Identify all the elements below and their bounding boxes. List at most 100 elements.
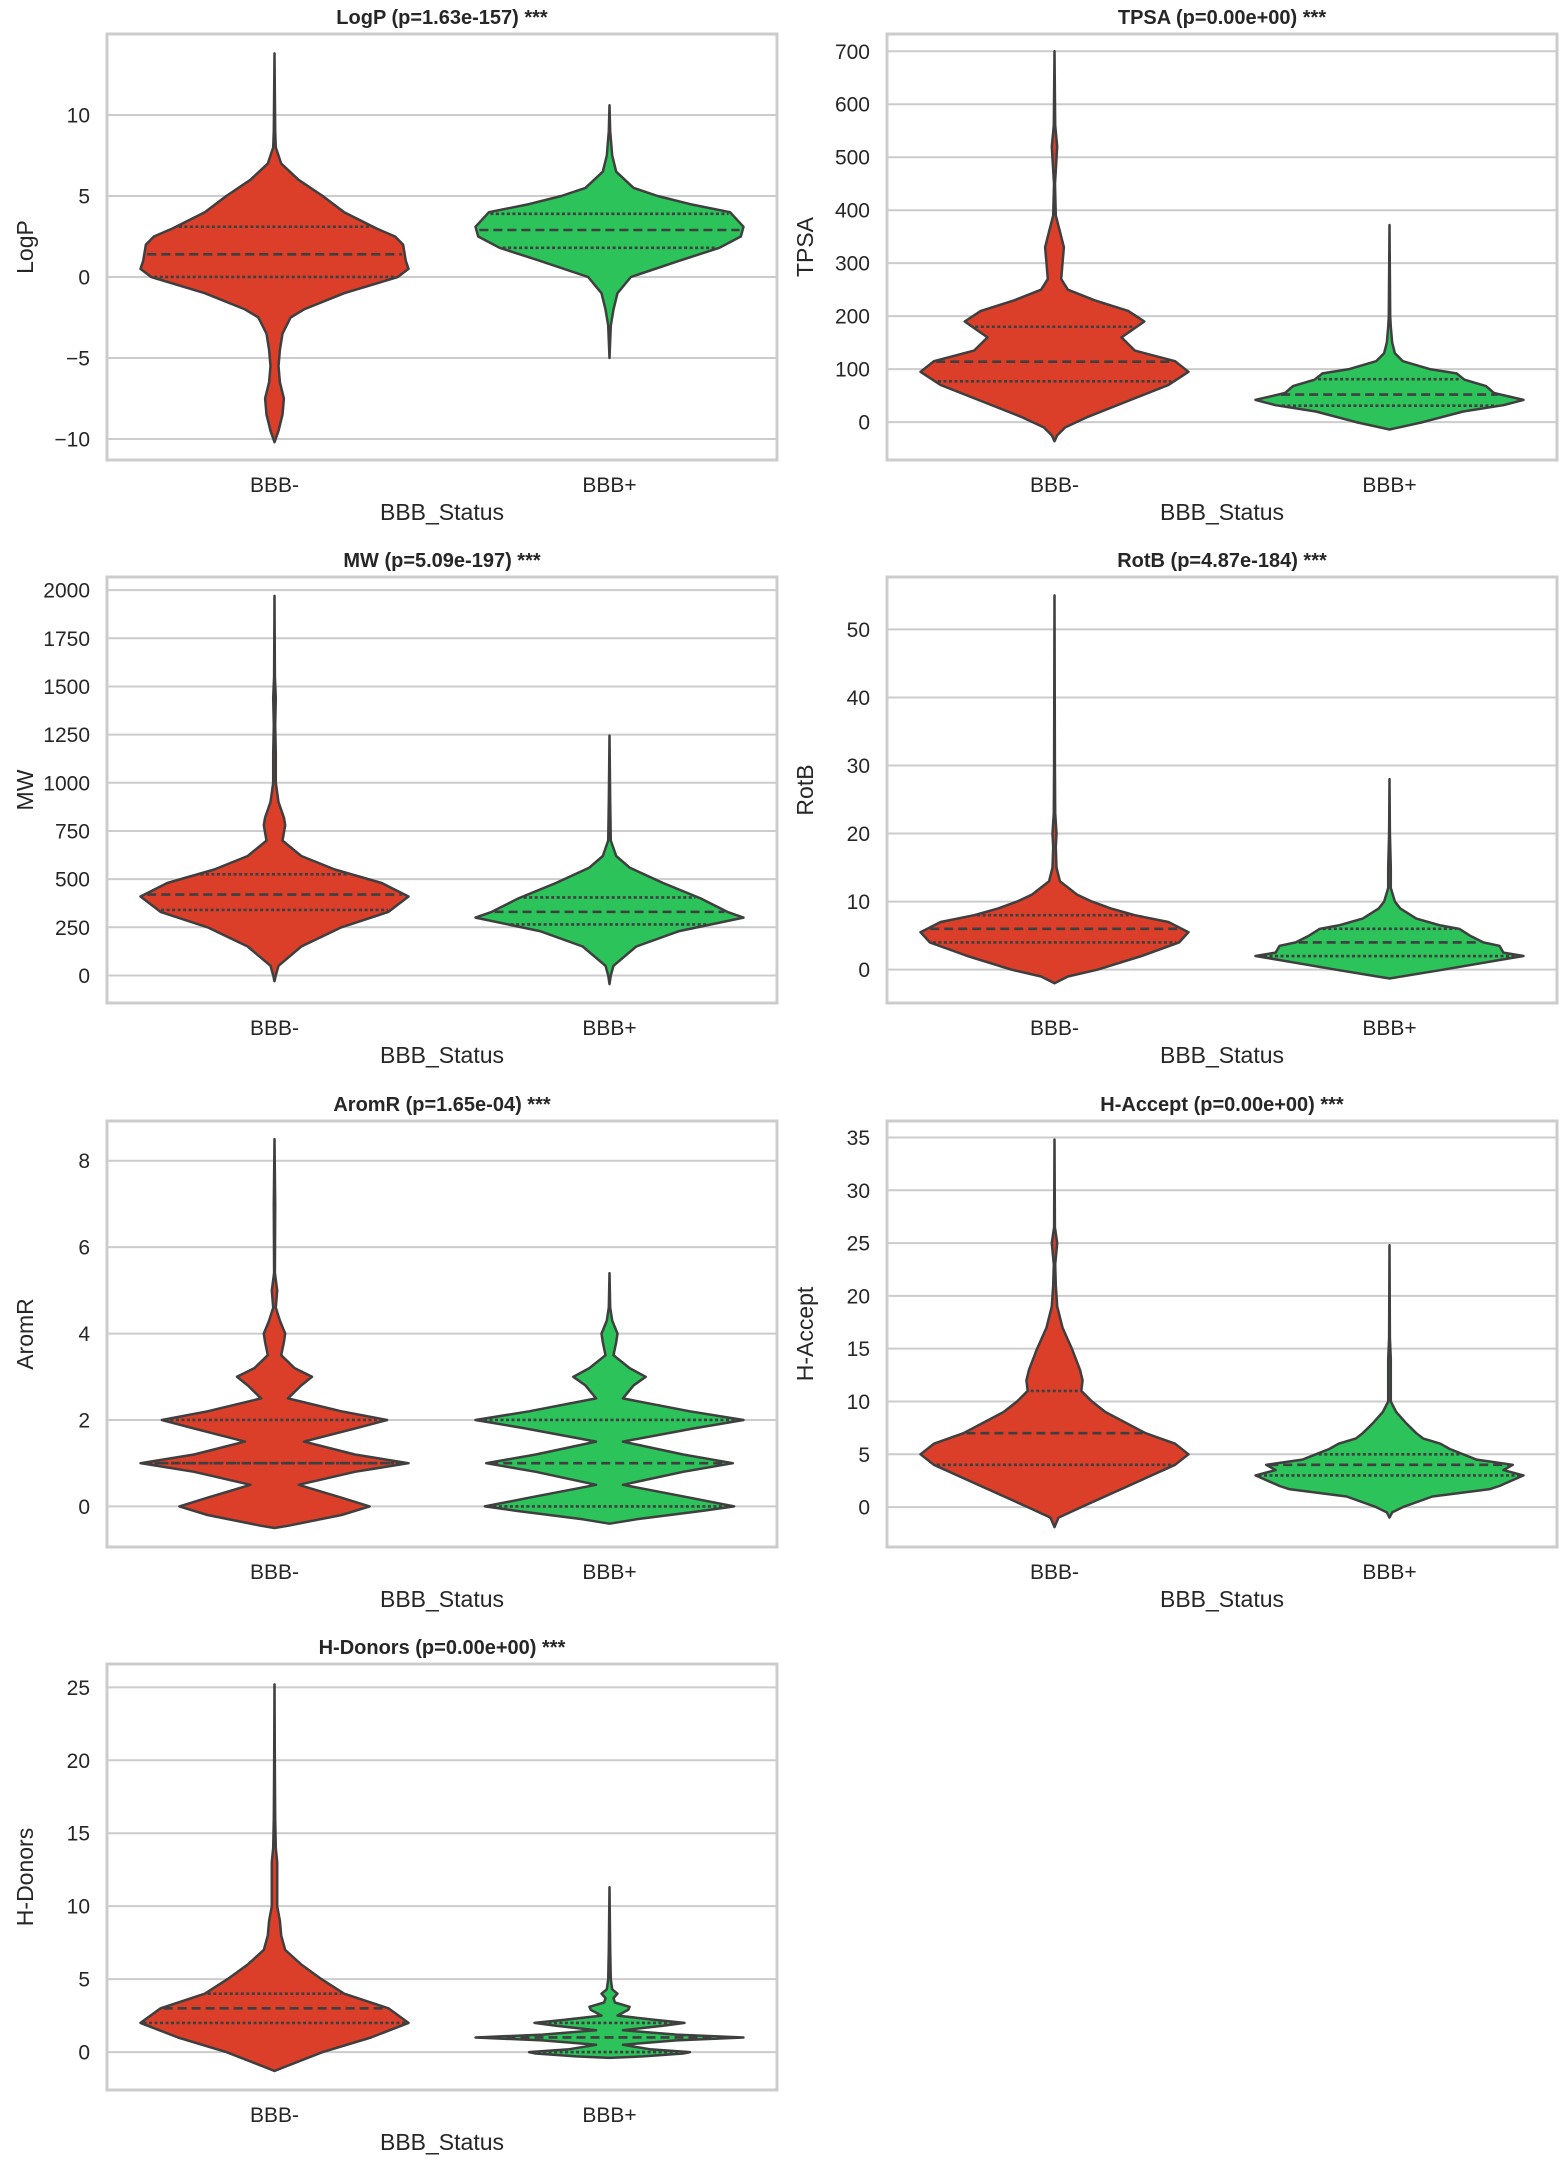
x-tick-label: BBB- [1030, 1017, 1079, 1040]
subplot-logp: LogP (p=1.63e-157) *** −10 −5 0 5 10 BBB- BBB+ B… [12, 7, 779, 525]
y-axis-label: LogP [12, 220, 38, 274]
y-tick-label: 250 [55, 917, 90, 940]
x-tick-label: BBB- [250, 1017, 299, 1040]
violin-bbb-negative [139, 1137, 410, 1530]
y-tick-label: 500 [835, 147, 870, 170]
violin-bbb-negative [139, 594, 410, 983]
axes-frame [105, 1119, 779, 1549]
y-tick-label: 100 [835, 359, 870, 382]
axes-frame [885, 575, 1559, 1005]
violin-bbb-negative [919, 50, 1190, 443]
y-tick-label: 30 [847, 755, 870, 778]
x-tick-label: BBB+ [582, 474, 636, 497]
x-tick-label: BBB- [250, 1561, 299, 1584]
subplot-title: MW (p=5.09e-197) *** [343, 550, 541, 572]
y-tick-label: 1000 [43, 772, 90, 795]
violin-bbb-positive [474, 734, 745, 986]
subplot-tpsa: TPSA (p=0.00e+00) *** 0 100 200 300 400 500 600… [792, 7, 1559, 525]
x-axis-label: BBB_Status [1160, 1586, 1284, 1612]
x-axis-label: BBB_Status [1160, 1042, 1284, 1068]
y-tick-label: 0 [78, 266, 90, 289]
y-tick-label: 20 [847, 1285, 870, 1308]
axes-frame [885, 32, 1559, 462]
y-axis-label: RotB [792, 764, 818, 815]
y-tick-label: 700 [835, 41, 870, 64]
y-tick-label: 0 [78, 965, 90, 988]
x-tick-label: BBB- [1030, 474, 1079, 497]
axes-frame [105, 575, 779, 1005]
x-axis-label: BBB_Status [380, 1586, 504, 1612]
y-tick-label: −5 [66, 347, 90, 370]
y-tick-label: 20 [67, 1750, 90, 1773]
x-axis-label: BBB_Status [380, 1042, 504, 1068]
violin-bbb-positive [1254, 223, 1525, 431]
y-tick-label: 35 [847, 1127, 870, 1150]
y-tick-label: 2 [78, 1409, 90, 1432]
violin-bbb-positive [474, 1885, 745, 2060]
y-axis-label: H-Accept [792, 1286, 818, 1381]
y-tick-label: 750 [55, 820, 90, 843]
x-tick-label: BBB+ [582, 1561, 636, 1584]
axes-frame [885, 1119, 1559, 1549]
y-tick-label: 5 [858, 1444, 870, 1467]
subplot-title: RotB (p=4.87e-184) *** [1117, 550, 1327, 572]
y-tick-label: 300 [835, 253, 870, 276]
subplot-title: LogP (p=1.63e-157) *** [336, 7, 548, 29]
violin-bbb-positive [474, 104, 745, 360]
violin-bbb-positive [1254, 777, 1525, 980]
x-axis-label: BBB_Status [1160, 499, 1284, 525]
subplot-aromr: AromR (p=1.65e-04) *** 0 2 4 6 8 BBB- BBB+ BBB_S… [12, 1094, 779, 1612]
y-tick-label: 0 [78, 2042, 90, 2065]
y-tick-label: −10 [54, 428, 90, 451]
y-tick-label: 8 [78, 1150, 90, 1173]
axes-frame [105, 32, 779, 462]
y-tick-label: 1750 [43, 628, 90, 651]
y-tick-label: 500 [55, 869, 90, 892]
y-tick-label: 10 [847, 891, 870, 914]
y-tick-label: 1250 [43, 724, 90, 747]
violin-bbb-negative [139, 1683, 410, 2073]
subplot-title: AromR (p=1.65e-04) *** [333, 1094, 551, 1116]
violin-bbb-positive [474, 1271, 745, 1525]
x-tick-label: BBB+ [582, 1017, 636, 1040]
subplot-mw: MW (p=5.09e-197) *** 0 250 500 750 1000 1250 15… [12, 550, 779, 1068]
x-tick-label: BBB+ [1362, 1561, 1416, 1584]
x-axis-label: BBB_Status [380, 2129, 504, 2155]
y-tick-label: 200 [835, 306, 870, 329]
y-tick-label: 10 [67, 104, 90, 127]
y-axis-label: H-Donors [12, 1828, 38, 1926]
violin-bbb-negative [139, 52, 410, 444]
y-tick-label: 40 [847, 687, 870, 710]
x-tick-label: BBB+ [1362, 474, 1416, 497]
y-tick-label: 400 [835, 200, 870, 223]
y-tick-label: 20 [847, 823, 870, 846]
x-axis-label: BBB_Status [380, 499, 504, 525]
y-tick-label: 0 [858, 1497, 870, 1520]
x-tick-label: BBB- [1030, 1561, 1079, 1584]
y-tick-label: 1500 [43, 676, 90, 699]
y-tick-label: 0 [858, 959, 870, 982]
y-tick-label: 5 [78, 1969, 90, 1992]
y-tick-label: 0 [858, 412, 870, 435]
y-tick-label: 5 [78, 185, 90, 208]
y-tick-label: 50 [847, 619, 870, 642]
subplot-h-donors: H-Donors (p=0.00e+00) *** 0 5 10 15 20 25 BBB- B… [12, 1637, 779, 2155]
x-tick-label: BBB+ [1362, 1017, 1416, 1040]
x-tick-label: BBB+ [582, 2104, 636, 2127]
x-tick-label: BBB- [250, 474, 299, 497]
violin-bbb-negative [919, 594, 1190, 985]
y-tick-label: 15 [847, 1338, 870, 1361]
subplot-rotb: RotB (p=4.87e-184) *** 0 10 20 30 40 50 BBB- BBB… [792, 550, 1559, 1068]
subplot-title: H-Donors (p=0.00e+00) *** [319, 1637, 566, 1659]
y-axis-label: MW [12, 769, 38, 810]
subplot-title: TPSA (p=0.00e+00) *** [1118, 7, 1326, 29]
y-axis-label: AromR [12, 1298, 38, 1370]
y-tick-label: 25 [847, 1233, 870, 1256]
y-tick-label: 10 [847, 1391, 870, 1414]
subplot-h-accept: H-Accept (p=0.00e+00) *** 0 5 10 15 20 25 30 35 B… [792, 1094, 1559, 1612]
subplot-title: H-Accept (p=0.00e+00) *** [1100, 1094, 1344, 1116]
y-tick-label: 15 [67, 1823, 90, 1846]
y-tick-label: 0 [78, 1496, 90, 1519]
y-tick-label: 2000 [43, 580, 90, 603]
